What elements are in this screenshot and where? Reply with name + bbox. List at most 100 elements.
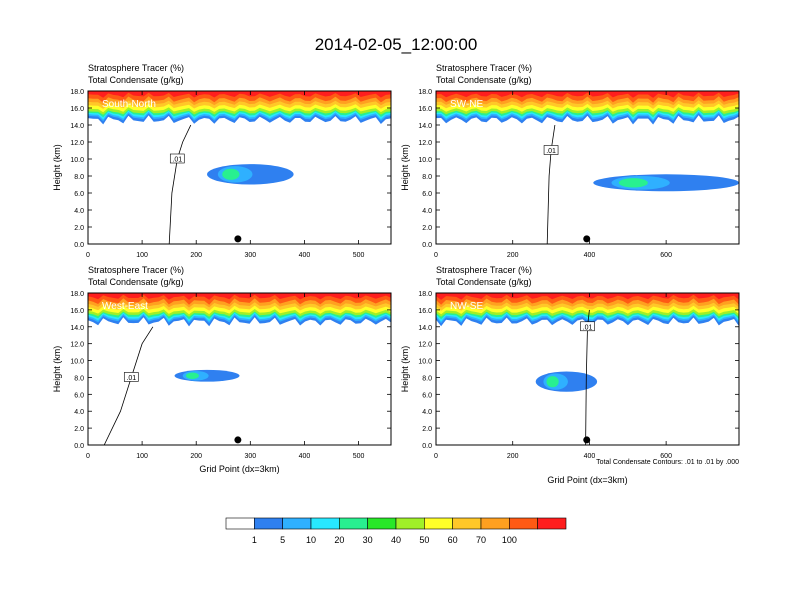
y-tick-label: 16.0 — [70, 106, 84, 113]
tracer-band — [436, 91, 739, 98]
subtitle-condensate: Total Condensate (g/kg) — [88, 75, 184, 85]
y-tick-label: 4.0 — [74, 409, 84, 416]
x-tick-label: 600 — [660, 252, 672, 259]
colorbar-cell — [254, 517, 283, 530]
y-tick-label: 14.0 — [70, 123, 84, 130]
y-tick-label: 0.0 — [74, 242, 84, 249]
y-tick-label: 4.0 — [422, 208, 432, 215]
x-tick-label: 200 — [507, 252, 519, 259]
contour-label-box — [123, 372, 139, 382]
tracer-band — [436, 293, 739, 300]
colorbar: 1 5 10 20 30 40 50 60 70 100 — [225, 517, 567, 545]
y-tick-label: 16.0 — [418, 106, 432, 113]
y-tick-label: 18.0 — [418, 89, 432, 96]
colorbar-cell — [339, 517, 368, 530]
plot-frame — [87, 90, 392, 245]
location-marker — [234, 235, 242, 243]
subtitle-condensate: Total Condensate (g/kg) — [88, 277, 184, 287]
colorbar-label: 5 — [280, 535, 285, 545]
y-axis-label: Height (km) — [52, 144, 62, 191]
subtitle-tracer: Stratosphere Tracer (%) — [88, 265, 184, 275]
tracer-band — [88, 293, 391, 300]
contour-note: Total Condensate Contours: .01 to .01 by… — [596, 459, 739, 466]
x-tick-label: 200 — [190, 252, 202, 259]
subtitle-tracer: Stratosphere Tracer (%) — [88, 63, 184, 73]
subtitle-tracer: Stratosphere Tracer (%) — [436, 63, 532, 73]
tracer-band — [88, 91, 391, 98]
plot-frame — [87, 292, 392, 446]
y-tick-label: 2.0 — [422, 225, 432, 232]
plot-area: .01 — [436, 293, 739, 445]
colorbar-label: 20 — [334, 535, 344, 545]
y-tick-label: 2.0 — [422, 426, 432, 433]
colorbar-cell — [452, 517, 482, 530]
y-tick-label: 8.0 — [74, 375, 84, 382]
y-tick-label: 10.0 — [70, 157, 84, 164]
y-tick-label: 6.0 — [422, 191, 432, 198]
x-tick-label: 200 — [507, 453, 519, 460]
condensate-contour — [585, 309, 590, 445]
y-tick-label: 4.0 — [74, 208, 84, 215]
colorbar-label: 70 — [476, 535, 486, 545]
y-tick-label: 0.0 — [422, 443, 432, 450]
plot-area: .01 — [436, 91, 739, 244]
x-tick-label: 0 — [434, 252, 438, 259]
colorbar-cell — [424, 517, 453, 530]
tracer-intrusion-core — [618, 178, 648, 188]
panel-label: NW-SE — [450, 301, 483, 312]
colorbar-cell — [537, 517, 567, 530]
colorbar-label: 10 — [306, 535, 316, 545]
x-axis-label: Grid Point (dx=3km) — [199, 464, 279, 474]
contour-label: .01 — [126, 375, 136, 382]
colorbar-label: 50 — [419, 535, 429, 545]
plot-frame — [435, 292, 740, 446]
y-tick-label: 0.0 — [74, 443, 84, 450]
panel-nw-se: .01 NW-SE Stratosphere Tracer (%) Total Con… — [400, 265, 740, 485]
contour-label-box — [580, 321, 595, 332]
location-marker — [234, 436, 242, 444]
x-axis-label: Grid Point (dx=3km) — [547, 475, 627, 485]
contour-label-box — [543, 145, 559, 155]
panel-label: South-North — [102, 99, 156, 110]
colorbar-cell — [225, 517, 255, 530]
x-tick-label: 500 — [353, 252, 365, 259]
colorbar-label: 100 — [502, 535, 517, 545]
location-marker — [583, 235, 591, 243]
y-tick-label: 14.0 — [70, 325, 84, 332]
y-tick-label: 8.0 — [74, 174, 84, 181]
y-tick-label: 12.0 — [70, 342, 84, 349]
plot-area: .01 — [88, 293, 391, 445]
subtitle-condensate: Total Condensate (g/kg) — [436, 277, 532, 287]
tracer-intrusion-core — [222, 168, 240, 180]
x-tick-label: 400 — [299, 252, 311, 259]
y-tick-label: 12.0 — [418, 140, 432, 147]
x-tick-label: 0 — [86, 252, 90, 259]
y-tick-label: 18.0 — [418, 291, 432, 298]
colorbar-label: 60 — [448, 535, 458, 545]
x-tick-label: 600 — [660, 453, 672, 460]
colorbar-cell — [367, 517, 397, 530]
y-tick-label: 18.0 — [70, 89, 84, 96]
x-tick-label: 0 — [86, 453, 90, 460]
y-tick-label: 10.0 — [70, 359, 84, 366]
y-tick-label: 14.0 — [418, 325, 432, 332]
location-marker — [583, 436, 591, 444]
panel-south-north: .01 South-North Stratosphere Tracer (%) Tot… — [52, 63, 392, 259]
colorbar-cell — [395, 517, 425, 530]
x-tick-label: 300 — [244, 453, 256, 460]
x-tick-label: 400 — [584, 252, 596, 259]
colorbar-cell — [282, 517, 312, 530]
colorbar-cell — [509, 517, 538, 530]
colorbar-cell — [310, 517, 340, 530]
x-tick-label: 300 — [244, 252, 256, 259]
y-tick-label: 10.0 — [418, 359, 432, 366]
y-tick-label: 8.0 — [422, 375, 432, 382]
x-tick-label: 500 — [353, 453, 365, 460]
y-tick-label: 12.0 — [418, 342, 432, 349]
y-tick-label: 8.0 — [422, 174, 432, 181]
subtitle-tracer: Stratosphere Tracer (%) — [436, 265, 532, 275]
x-tick-label: 400 — [299, 453, 311, 460]
y-tick-label: 16.0 — [70, 308, 84, 315]
y-axis-label: Height (km) — [400, 144, 410, 191]
